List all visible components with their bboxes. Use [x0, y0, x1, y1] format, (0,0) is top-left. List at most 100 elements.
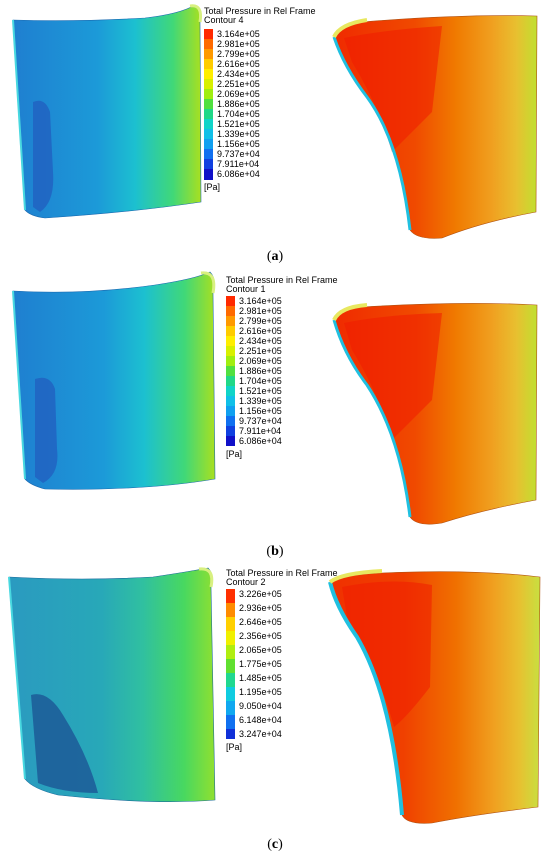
legend-swatch	[204, 99, 213, 110]
legend-swatch	[226, 376, 235, 386]
legend-swatch	[204, 79, 213, 90]
legend-swatch	[226, 296, 235, 306]
legend-subtitle: Contour 1	[226, 284, 266, 294]
legend-label: 1.886e+05	[217, 99, 260, 109]
legend-label: 2.434e+05	[217, 69, 260, 79]
legend-swatch	[226, 589, 235, 603]
legend-swatch	[226, 673, 235, 687]
legend-swatch	[226, 346, 235, 356]
legend-swatch	[226, 687, 235, 701]
legend-label: 2.799e+05	[217, 49, 260, 59]
legend-swatch	[226, 701, 235, 715]
legend-swatch	[204, 149, 213, 160]
legend-label: 3.164e+05	[217, 29, 260, 39]
legend-swatch	[226, 336, 235, 346]
legend-label: 1.485e+05	[239, 673, 282, 683]
panel-caption: (a)	[266, 249, 284, 264]
legend-swatch	[226, 436, 235, 446]
legend-swatch	[226, 366, 235, 376]
color-legend: Total Pressure in Rel Frame Contour 2 3.…	[226, 568, 338, 752]
legend-swatch	[204, 169, 213, 180]
legend-label: 1.156e+05	[217, 139, 260, 149]
legend-unit: [Pa]	[204, 182, 221, 192]
legend-swatch	[204, 39, 213, 50]
pressure-side-blade	[328, 569, 541, 824]
legend-label: 3.226e+05	[239, 589, 282, 599]
legend-swatch	[204, 89, 213, 100]
legend-label: 9.050e+04	[239, 701, 282, 711]
legend-label: 2.981e+05	[217, 39, 260, 49]
legend-subtitle: Contour 4	[204, 15, 244, 25]
legend-label: 2.646e+05	[239, 617, 282, 627]
panel-caption: (b)	[266, 544, 284, 559]
legend-scale: 3.164e+05 2.981e+05 2.799e+05 2.616e+05 …	[226, 296, 338, 459]
panel-caption: (c)	[267, 837, 283, 852]
legend-label: 2.069e+05	[217, 89, 260, 99]
pressure-side-blade	[332, 303, 538, 525]
legend-label: 9.737e+04	[217, 149, 260, 159]
legend-subtitle: Contour 2	[226, 577, 266, 587]
legend-label: 2.616e+05	[217, 59, 260, 69]
legend-swatch	[204, 129, 213, 140]
legend-label: 2.936e+05	[239, 603, 282, 613]
legend-label: 1.521e+05	[239, 386, 282, 396]
legend-title: Total Pressure in Rel Frame	[226, 275, 338, 285]
legend-swatch	[204, 29, 213, 40]
legend-label: 1.704e+05	[217, 109, 260, 119]
legend-label: 9.737e+04	[239, 416, 282, 426]
suction-side-blade	[12, 271, 216, 490]
legend-label: 2.069e+05	[239, 356, 282, 366]
legend-swatch	[204, 69, 213, 80]
legend-label: 7.911e+04	[239, 426, 282, 436]
legend-label: 1.521e+05	[217, 119, 260, 129]
suction-side-blade	[8, 567, 216, 802]
legend-swatch	[226, 316, 235, 326]
legend-swatch	[226, 356, 235, 366]
legend-swatch	[226, 603, 235, 617]
panel-b: Total Pressure in Rel Frame Contour 1 3.…	[0, 270, 550, 565]
legend-label: 2.251e+05	[217, 79, 260, 89]
legend-unit: [Pa]	[226, 742, 243, 752]
legend-label: 2.251e+05	[239, 346, 282, 356]
pressure-side-blade	[332, 15, 538, 239]
legend-label: 2.065e+05	[239, 645, 282, 655]
legend-scale: 3.164e+05 2.981e+05 2.799e+05 2.616e+05 …	[204, 27, 316, 192]
legend-label: 2.434e+05	[239, 336, 282, 346]
legend-title: Total Pressure in Rel Frame	[204, 6, 316, 16]
legend-label: 2.356e+05	[239, 631, 282, 641]
legend-label: 3.247e+04	[239, 729, 282, 739]
legend-label: 2.799e+05	[239, 316, 282, 326]
legend-swatch	[226, 617, 235, 631]
legend-swatch	[226, 729, 235, 739]
caption-letter: b	[271, 544, 279, 559]
panel-c: Total Pressure in Rel Frame Contour 2 3.…	[0, 565, 550, 859]
legend-label: 6.086e+04	[239, 436, 282, 446]
legend-swatch	[226, 406, 235, 416]
legend-swatch	[226, 715, 235, 729]
legend-title: Total Pressure in Rel Frame	[226, 568, 338, 578]
suction-side-blade	[12, 4, 202, 219]
legend-label: 2.616e+05	[239, 326, 282, 336]
legend-unit: [Pa]	[226, 449, 243, 459]
legend-swatch	[226, 631, 235, 645]
legend-swatch	[204, 49, 213, 60]
legend-label: 1.775e+05	[239, 659, 282, 669]
legend-swatch	[204, 59, 213, 70]
legend-label: 3.164e+05	[239, 296, 282, 306]
legend-label: 6.086e+04	[217, 169, 260, 179]
legend-label: 7.911e+04	[217, 159, 260, 169]
caption-letter: c	[271, 837, 279, 852]
legend-label: 1.339e+05	[239, 396, 282, 406]
legend-swatch	[226, 426, 235, 436]
legend-swatch	[204, 109, 213, 120]
legend-label: 1.156e+05	[239, 406, 282, 416]
legend-swatch	[226, 306, 235, 316]
legend-swatch	[226, 659, 235, 673]
legend-label: 2.981e+05	[239, 306, 282, 316]
legend-label: 1.195e+05	[239, 687, 282, 697]
panel-a: Total Pressure in Rel Frame Contour 4 3.…	[0, 0, 550, 270]
color-legend: Total Pressure in Rel Frame Contour 1 3.…	[226, 275, 338, 459]
legend-swatch	[204, 119, 213, 130]
legend-swatch	[204, 139, 213, 150]
legend-swatch	[226, 326, 235, 336]
